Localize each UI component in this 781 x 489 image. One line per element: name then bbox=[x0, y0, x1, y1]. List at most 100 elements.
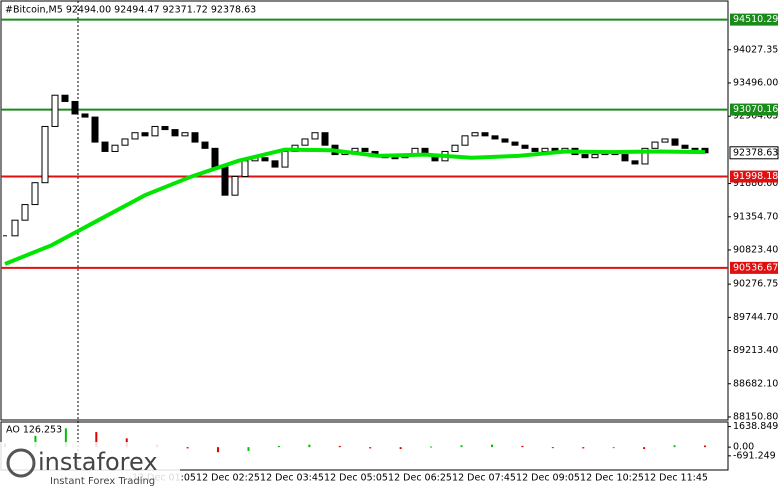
brand: instaforex bbox=[38, 448, 158, 476]
moving-average bbox=[4, 147, 706, 266]
candle bbox=[191, 132, 199, 143]
ao-bar bbox=[369, 447, 372, 449]
candle bbox=[631, 160, 639, 165]
candle bbox=[21, 204, 29, 221]
ao-bar bbox=[704, 445, 706, 448]
candle bbox=[171, 129, 179, 137]
ao-bar bbox=[430, 446, 433, 448]
ao-bar bbox=[399, 447, 402, 450]
ao-bar bbox=[186, 447, 189, 449]
y-tick-label: 90823.40 bbox=[733, 244, 778, 255]
ao-bar bbox=[277, 445, 280, 448]
level-tag bbox=[730, 170, 778, 183]
candle bbox=[491, 135, 499, 140]
ao-bar bbox=[34, 435, 37, 448]
candle bbox=[541, 147, 549, 152]
candle bbox=[391, 157, 399, 160]
candle bbox=[221, 166, 229, 196]
level-label: 90536.67 bbox=[733, 262, 778, 273]
candle bbox=[661, 138, 669, 143]
candle bbox=[71, 100, 79, 115]
candle bbox=[121, 138, 129, 146]
candle bbox=[581, 154, 589, 159]
level-label: 93070.16 bbox=[733, 104, 778, 115]
ao-tick-label: 1638.849 bbox=[733, 421, 778, 432]
candle bbox=[621, 154, 629, 162]
level-tag bbox=[730, 13, 778, 26]
ao-bar bbox=[612, 447, 615, 449]
level-label: 94510.29 bbox=[733, 14, 778, 25]
candle bbox=[51, 94, 59, 127]
y-tick-label: 90276.75 bbox=[733, 279, 778, 290]
x-tick-label: 12 Dec 05:05 bbox=[324, 473, 388, 484]
ao-title: AO 126.253 bbox=[6, 425, 62, 436]
y-tick-label: 91354.70 bbox=[733, 211, 778, 222]
tagline: Instant Forex Trading bbox=[50, 476, 155, 487]
chart-title: #Bitcoin,M5 92494.00 92494.47 92371.72 9… bbox=[5, 5, 256, 16]
y-tick-label: 91886.00 bbox=[733, 178, 778, 189]
candle bbox=[11, 219, 19, 237]
candle bbox=[161, 125, 169, 131]
candle bbox=[531, 147, 539, 152]
x-tick-label: 12 Dec 06:25 bbox=[388, 473, 452, 484]
ao-bar bbox=[521, 445, 524, 448]
ao-bar bbox=[64, 428, 67, 448]
price-tag bbox=[729, 146, 779, 160]
candle bbox=[111, 144, 119, 152]
y-tick-label: 92964.65 bbox=[733, 111, 778, 122]
ao-tick-label: 0.00 bbox=[733, 442, 754, 453]
ao-tick-label: -691.249 bbox=[733, 450, 776, 461]
price-label: 92378.63 bbox=[733, 147, 778, 158]
y-tick-label: 88150.80 bbox=[733, 411, 778, 422]
candle bbox=[671, 138, 679, 146]
candle bbox=[101, 141, 109, 152]
level-label: 91998.18 bbox=[733, 171, 778, 182]
level-tag bbox=[730, 261, 778, 274]
candle bbox=[201, 141, 209, 149]
candle bbox=[81, 113, 89, 118]
y-tick-label: 88682.10 bbox=[733, 378, 778, 389]
ao-bar bbox=[582, 447, 585, 449]
candle bbox=[301, 138, 309, 146]
candle bbox=[231, 175, 239, 196]
candle bbox=[141, 132, 149, 137]
candle bbox=[471, 132, 479, 137]
candle bbox=[461, 135, 469, 146]
ao-bar bbox=[643, 447, 646, 450]
watermark: instaforex Instant Forex Trading bbox=[0, 442, 180, 489]
ao-bar bbox=[490, 444, 493, 448]
candle bbox=[91, 116, 99, 143]
candle bbox=[361, 147, 369, 152]
candle bbox=[641, 147, 649, 165]
candle bbox=[41, 125, 49, 184]
ao-bar bbox=[247, 447, 250, 451]
watermark-bg bbox=[0, 442, 180, 489]
ao-bar bbox=[217, 447, 220, 453]
candle bbox=[271, 160, 279, 168]
x-tick-label: 12 Dec 09:05 bbox=[516, 473, 580, 484]
ao-bar bbox=[673, 445, 676, 448]
candle bbox=[521, 144, 529, 149]
candle bbox=[281, 150, 289, 168]
ao-bar bbox=[551, 447, 554, 449]
candle bbox=[451, 144, 459, 152]
candle bbox=[241, 160, 249, 177]
candle bbox=[211, 147, 219, 168]
ao-bar bbox=[308, 444, 311, 448]
y-tick-label: 93496.00 bbox=[733, 77, 778, 88]
y-tick-label: 89744.70 bbox=[733, 312, 778, 323]
candle bbox=[181, 132, 189, 137]
x-tick-label: 12 Dec 03:45 bbox=[260, 473, 324, 484]
level-tag bbox=[730, 103, 778, 116]
y-tick-label: 94027.35 bbox=[733, 44, 778, 55]
candle bbox=[151, 125, 159, 137]
candle bbox=[31, 182, 39, 206]
x-tick-label: 12 Dec 07:45 bbox=[452, 473, 516, 484]
candle bbox=[681, 144, 689, 149]
candle bbox=[651, 141, 659, 149]
candle bbox=[321, 132, 329, 146]
plot-frame bbox=[0, 0, 729, 421]
logo-icon bbox=[6, 448, 36, 478]
